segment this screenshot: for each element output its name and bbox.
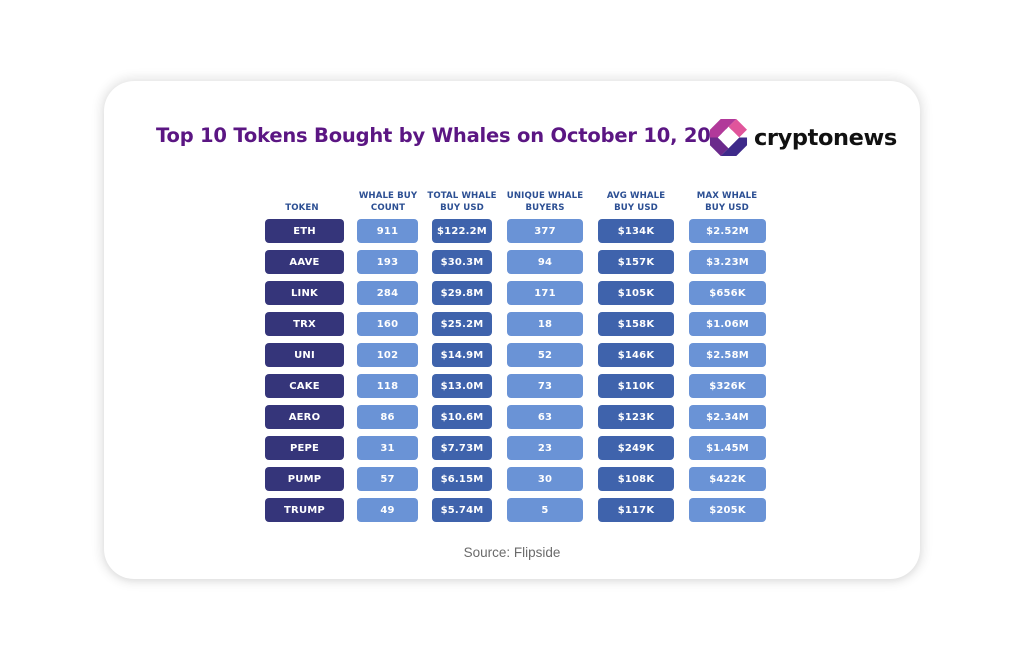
cell-total-whale-buy-usd: $25.2M (432, 312, 492, 336)
cell-max-whale-buy-usd: $326K (689, 374, 766, 398)
cell-whale-buy-count: 49 (357, 498, 418, 522)
cell-max-whale-buy-usd: $2.58M (689, 343, 766, 367)
cell-unique-whale-buyers: 18 (507, 312, 583, 336)
cell-whale-buy-count: 284 (357, 281, 418, 305)
cell-avg-whale-buy-usd: $146K (598, 343, 674, 367)
cell-total-whale-buy-usd: $14.9M (432, 343, 492, 367)
cell-whale-buy-count: 160 (357, 312, 418, 336)
cell-avg-whale-buy-usd: $249K (598, 436, 674, 460)
cell-total-whale-buy-usd: $7.73M (432, 436, 492, 460)
cell-unique-whale-buyers: 377 (507, 219, 583, 243)
cell-avg-whale-buy-usd: $123K (598, 405, 674, 429)
column-header-whale-buy-count: WHALE BUY COUNT (358, 191, 418, 213)
cell-whale-buy-count: 31 (357, 436, 418, 460)
cell-total-whale-buy-usd: $10.6M (432, 405, 492, 429)
cell-token: AERO (265, 405, 344, 429)
cell-unique-whale-buyers: 30 (507, 467, 583, 491)
cell-whale-buy-count: 102 (357, 343, 418, 367)
cell-unique-whale-buyers: 52 (507, 343, 583, 367)
cell-avg-whale-buy-usd: $157K (598, 250, 674, 274)
cell-max-whale-buy-usd: $205K (689, 498, 766, 522)
source-note: Source: Flipside (463, 545, 561, 560)
cryptonews-logo-icon (709, 118, 748, 157)
cell-unique-whale-buyers: 23 (507, 436, 583, 460)
cell-max-whale-buy-usd: $2.52M (689, 219, 766, 243)
column-header-total-whale-buy-usd: TOTAL WHALE BUY USD (427, 191, 497, 213)
cell-max-whale-buy-usd: $656K (689, 281, 766, 305)
column-header-unique-whale-buyers: UNIQUE WHALE BUYERS (506, 191, 584, 213)
cell-max-whale-buy-usd: $3.23M (689, 250, 766, 274)
cell-token: AAVE (265, 250, 344, 274)
cell-avg-whale-buy-usd: $117K (598, 498, 674, 522)
cell-unique-whale-buyers: 171 (507, 281, 583, 305)
cell-avg-whale-buy-usd: $134K (598, 219, 674, 243)
chart-title: Top 10 Tokens Bought by Whales on Octobe… (156, 124, 738, 147)
cell-whale-buy-count: 193 (357, 250, 418, 274)
cell-unique-whale-buyers: 73 (507, 374, 583, 398)
cell-token: UNI (265, 343, 344, 367)
cell-avg-whale-buy-usd: $105K (598, 281, 674, 305)
cell-total-whale-buy-usd: $30.3M (432, 250, 492, 274)
cell-total-whale-buy-usd: $29.8M (432, 281, 492, 305)
cryptonews-logo: cryptonews (709, 118, 897, 157)
column-header-token: TOKEN (285, 203, 319, 213)
cell-token: PUMP (265, 467, 344, 491)
cell-max-whale-buy-usd: $1.45M (689, 436, 766, 460)
cell-unique-whale-buyers: 94 (507, 250, 583, 274)
cell-whale-buy-count: 86 (357, 405, 418, 429)
cell-whale-buy-count: 57 (357, 467, 418, 491)
cell-avg-whale-buy-usd: $158K (598, 312, 674, 336)
cell-token: CAKE (265, 374, 344, 398)
cell-token: TRUMP (265, 498, 344, 522)
cell-total-whale-buy-usd: $6.15M (432, 467, 492, 491)
cell-whale-buy-count: 911 (357, 219, 418, 243)
cryptonews-logo-text: cryptonews (754, 124, 897, 151)
column-header-avg-whale-buy-usd: AVG WHALE BUY USD (606, 191, 666, 213)
cell-max-whale-buy-usd: $1.06M (689, 312, 766, 336)
cell-max-whale-buy-usd: $422K (689, 467, 766, 491)
cell-whale-buy-count: 118 (357, 374, 418, 398)
cell-unique-whale-buyers: 5 (507, 498, 583, 522)
cell-total-whale-buy-usd: $5.74M (432, 498, 492, 522)
cell-avg-whale-buy-usd: $108K (598, 467, 674, 491)
cell-token: ETH (265, 219, 344, 243)
cell-token: TRX (265, 312, 344, 336)
cell-total-whale-buy-usd: $13.0M (432, 374, 492, 398)
column-header-max-whale-buy-usd: MAX WHALE BUY USD (696, 191, 758, 213)
cell-unique-whale-buyers: 63 (507, 405, 583, 429)
cell-total-whale-buy-usd: $122.2M (432, 219, 492, 243)
cell-max-whale-buy-usd: $2.34M (689, 405, 766, 429)
cell-avg-whale-buy-usd: $110K (598, 374, 674, 398)
cell-token: PEPE (265, 436, 344, 460)
cell-token: LINK (265, 281, 344, 305)
